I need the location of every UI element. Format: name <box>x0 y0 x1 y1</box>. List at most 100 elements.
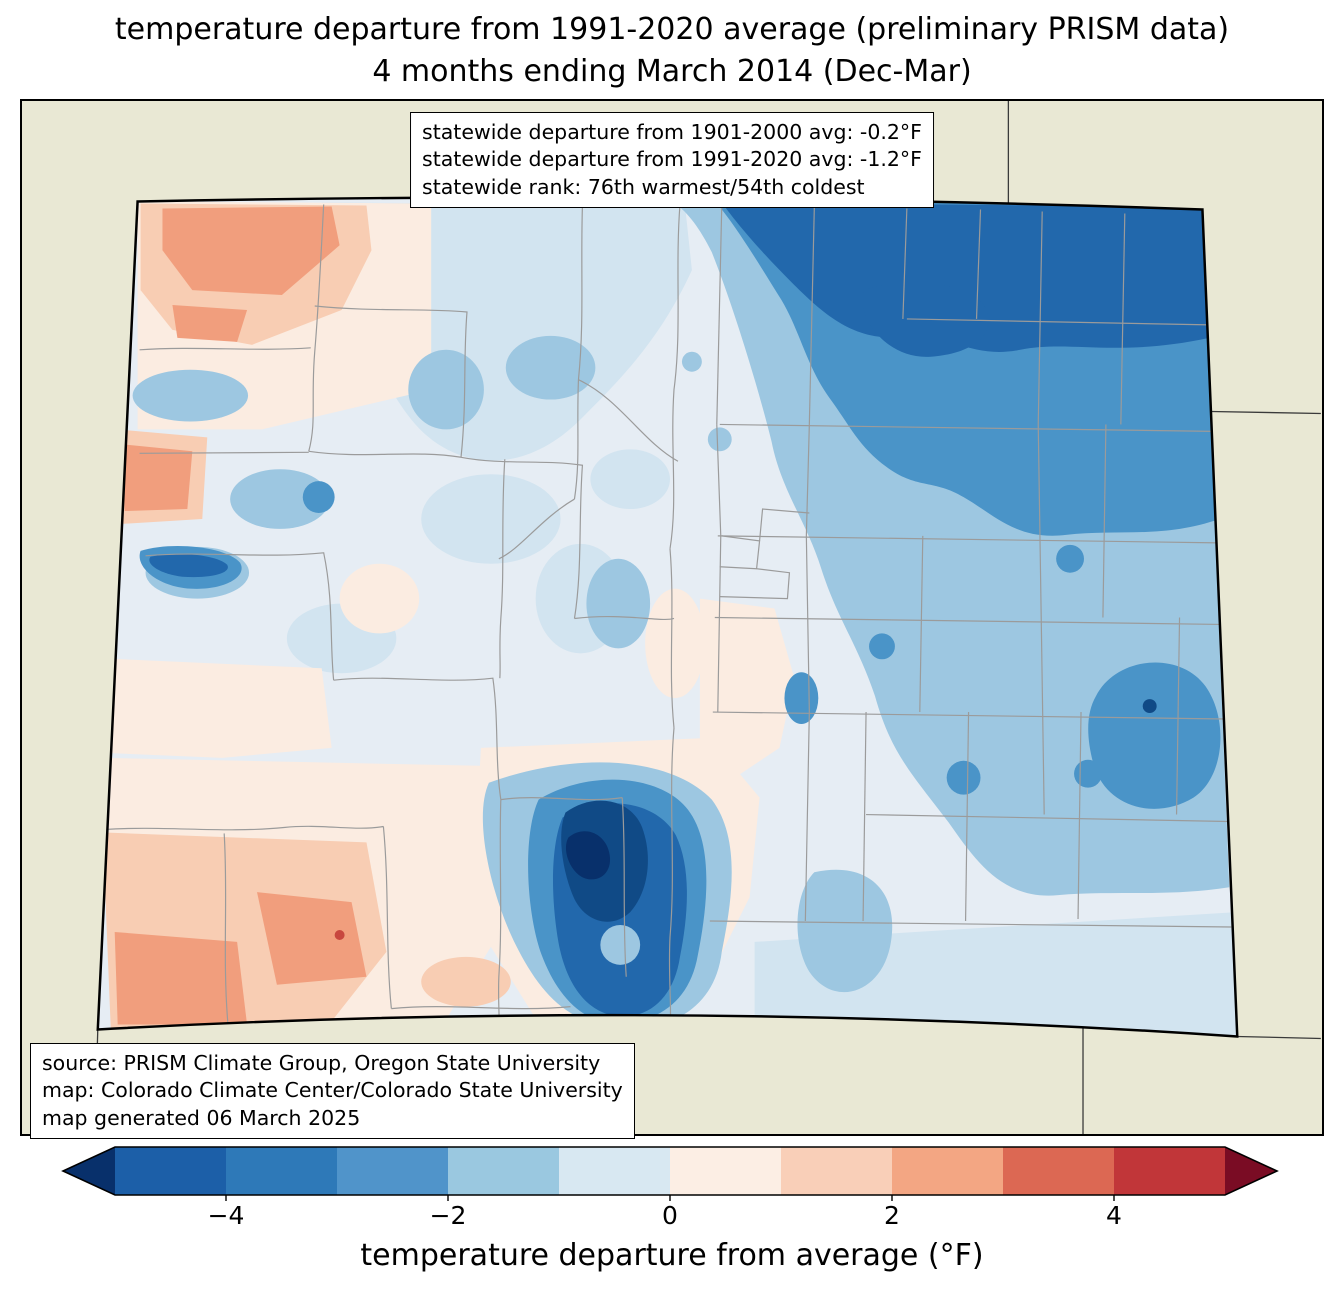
colorbar-axis-label: temperature departure from average (°F) <box>360 1238 984 1273</box>
colorbar-segment <box>115 1147 227 1195</box>
county-border-line <box>714 616 1223 626</box>
county-border-line <box>498 498 575 560</box>
county-border-line <box>719 423 1215 432</box>
temp-region <box>784 672 819 724</box>
stats-line-1: statewide departure from 1901-2000 avg: … <box>422 120 922 144</box>
source-line-3: map generated 06 March 2025 <box>42 1105 361 1130</box>
county-border-line <box>668 727 675 1030</box>
temp-region <box>421 956 511 1007</box>
county-border-line <box>574 615 675 621</box>
county-border-line <box>139 451 309 454</box>
county-border-line <box>1175 617 1181 815</box>
colorbar-tick-label: 4 <box>1106 1201 1122 1230</box>
county-border-line <box>804 424 810 922</box>
colorbar-right-arrow <box>1225 1147 1277 1195</box>
colorbar-segment <box>337 1147 449 1195</box>
county-border-line <box>308 204 325 452</box>
colorbar-segment <box>781 1147 893 1195</box>
county-border-line <box>621 797 627 977</box>
county-border-line <box>391 1006 571 1010</box>
temp-region <box>100 658 332 758</box>
stats-line-3: statewide rank: 76th warmest/54th coldes… <box>422 174 865 199</box>
county-border-line <box>499 459 506 679</box>
county-border-line <box>333 677 502 800</box>
county-border-line <box>382 826 392 1009</box>
regions-red-spot <box>334 929 345 940</box>
temp-region <box>869 633 895 660</box>
county-border-line <box>808 207 815 425</box>
temp-region <box>421 474 561 564</box>
temp-region <box>946 760 981 795</box>
county-border-line <box>223 833 229 1027</box>
regions-blue-darkest <box>565 831 611 880</box>
temp-region <box>149 553 228 578</box>
temp-region <box>122 444 193 512</box>
county-lines <box>104 204 1232 1030</box>
colorbar-tick-label: 2 <box>884 1201 900 1230</box>
neighbor-border-line <box>1237 1035 1321 1040</box>
temp-region <box>565 831 611 880</box>
county-border-line <box>497 799 502 1029</box>
temp-region <box>114 931 248 1025</box>
temp-region <box>1074 759 1102 788</box>
county-border-line <box>460 456 584 619</box>
colorbar-segment <box>670 1147 782 1195</box>
colorbar-tick-label: −2 <box>429 1201 467 1230</box>
temp-region <box>302 481 335 514</box>
county-border-line <box>902 208 908 319</box>
temp-region <box>707 427 732 452</box>
figure-title-line2: 4 months ending March 2014 (Dec-Mar) <box>372 54 972 89</box>
county-border-line <box>578 379 679 462</box>
colorbar-tick-label: 0 <box>662 1201 678 1230</box>
county-border-line <box>1102 424 1107 618</box>
colorado-map <box>23 101 1321 1134</box>
county-border-line <box>1077 712 1082 920</box>
county-border-line <box>717 535 1219 544</box>
county-border-line <box>669 204 681 549</box>
colorbar-segment <box>559 1147 671 1195</box>
county-border-line <box>1037 211 1043 618</box>
county-border-line <box>712 711 1226 720</box>
colorbar-left-arrow <box>63 1147 115 1195</box>
temp-region <box>1056 544 1085 573</box>
county-border-line <box>919 535 924 713</box>
neighbor-state-lines <box>94 101 1321 1134</box>
county-border-line <box>669 548 675 729</box>
county-border-line <box>758 508 810 541</box>
temp-region <box>162 206 340 296</box>
county-border-line <box>104 825 384 831</box>
regions-salmon <box>114 206 367 1025</box>
county-border-line <box>139 347 311 351</box>
county-border-line <box>719 566 757 570</box>
temp-region <box>590 449 671 510</box>
county-border-line <box>573 205 584 500</box>
colorbar-segment <box>448 1147 560 1195</box>
regions-inner-hole <box>600 925 641 965</box>
figure-title-line1: temperature departure from 1991-2020 ave… <box>114 12 1230 47</box>
colorbar-segments <box>115 1147 1226 1195</box>
temp-region <box>600 925 641 965</box>
colorbar-segment <box>1114 1147 1226 1195</box>
temp-region <box>339 563 420 634</box>
source-line-1: source: PRISM Climate Group, Oregon Stat… <box>42 1051 601 1075</box>
temp-region <box>505 335 596 400</box>
temp-region <box>1142 699 1157 714</box>
temp-region <box>699 598 795 778</box>
temp-region <box>334 929 345 940</box>
temp-region <box>172 305 248 342</box>
statewide-stats-box: statewide departure from 1901-2000 avg: … <box>410 112 934 208</box>
temp-region <box>724 204 1210 352</box>
colorbar-segment <box>226 1147 338 1195</box>
county-border-line <box>862 712 867 922</box>
temp-region <box>586 558 651 649</box>
colorbar-segment <box>892 1147 1004 1195</box>
temp-region <box>1088 662 1221 809</box>
county-border-line <box>145 552 335 681</box>
county-border-line <box>314 305 468 458</box>
county-border-line <box>719 535 791 600</box>
temperature-regions <box>97 197 1238 1037</box>
county-border-line <box>500 797 623 801</box>
colorbar-svg <box>61 1146 1279 1201</box>
source-line-2: map: Colorado Climate Center/Colorado St… <box>42 1078 623 1103</box>
